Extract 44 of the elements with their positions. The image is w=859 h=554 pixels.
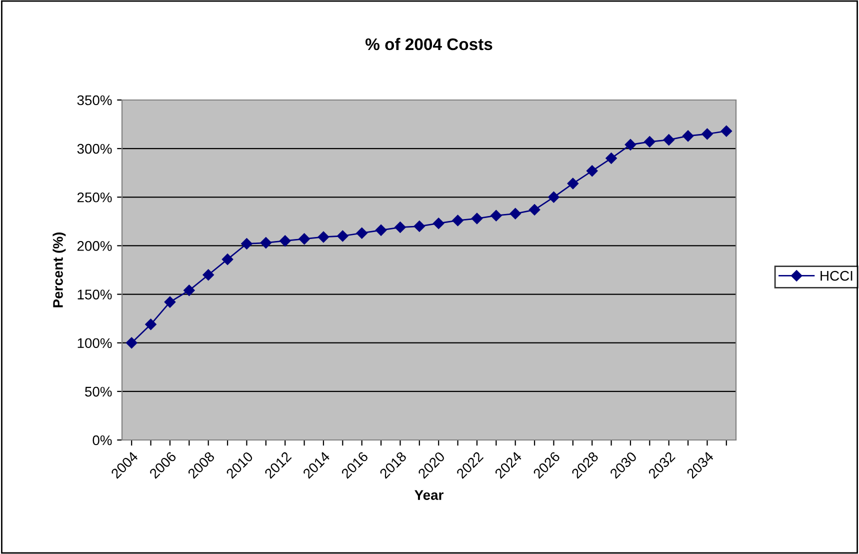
y-tick-label: 250%: [77, 192, 112, 202]
legend-label: HCCI: [820, 270, 852, 281]
y-tick-label: 100%: [78, 338, 112, 348]
point: [490, 210, 502, 222]
point: [432, 218, 444, 229]
point: [452, 214, 464, 226]
point: [702, 128, 713, 140]
point: [624, 139, 636, 150]
point: [145, 318, 156, 330]
point: [318, 231, 330, 243]
point: [644, 136, 656, 148]
point: [164, 296, 176, 308]
point: [471, 212, 483, 224]
point: [606, 152, 617, 164]
chart-title: % of 2004 Costs: [366, 38, 492, 50]
point: [510, 208, 521, 220]
y-tick-label: 350%: [77, 95, 112, 106]
point: [682, 130, 694, 142]
point: [586, 165, 598, 177]
point: [548, 192, 560, 203]
point: [241, 238, 252, 250]
y-axis-title: Percent (%): [52, 232, 66, 308]
y-tick-label: 200%: [77, 241, 112, 251]
point: [375, 224, 387, 236]
point: [567, 178, 579, 190]
point: [337, 230, 348, 242]
point: [126, 337, 138, 348]
point: [414, 220, 426, 232]
point: [394, 222, 406, 233]
point: [663, 134, 674, 146]
point: [720, 125, 732, 137]
y-tick-label: 0%: [92, 435, 112, 446]
point: [202, 269, 214, 280]
y-tick-label: 300%: [77, 144, 112, 154]
y-tick-label: 150%: [78, 290, 112, 300]
point: [298, 233, 310, 245]
point: [184, 284, 195, 296]
point: [528, 204, 540, 216]
y-tick-label: 50%: [85, 386, 112, 397]
point: [356, 227, 368, 239]
point: [222, 254, 234, 265]
point: [260, 237, 272, 248]
x-axis-title: Year: [414, 490, 444, 500]
point: [279, 235, 291, 246]
